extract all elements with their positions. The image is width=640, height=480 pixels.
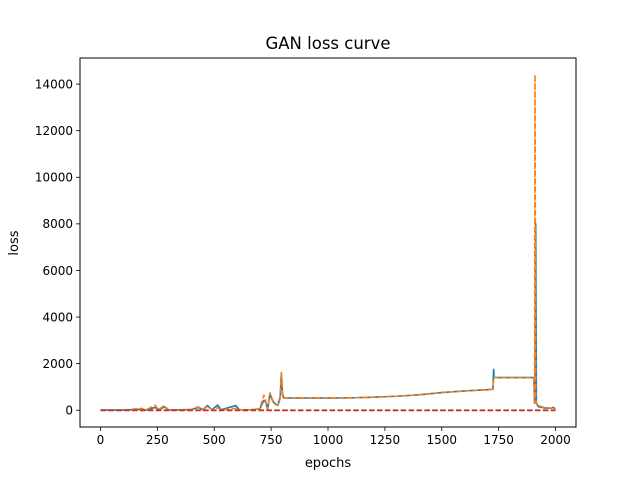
series-line-2 — [100, 73, 556, 411]
x-tick-label: 1250 — [370, 433, 401, 447]
x-tick-label: 750 — [260, 433, 283, 447]
x-tick-label: 250 — [146, 433, 169, 447]
x-tick-label: 0 — [97, 433, 105, 447]
plot-area — [100, 73, 556, 412]
x-tick-label: 1750 — [483, 433, 514, 447]
x-tick-label: 1000 — [313, 433, 344, 447]
y-axis: 0 2000 4000 6000 8000 10000 12000 14000 — [35, 77, 80, 418]
y-tick-label: 12000 — [35, 124, 73, 138]
y-tick-label: 6000 — [42, 264, 73, 278]
chart-title: GAN loss curve — [265, 34, 390, 53]
x-axis-label: epochs — [305, 456, 352, 471]
y-tick-label: 14000 — [35, 77, 73, 91]
plot-frame — [79, 57, 577, 428]
x-tick-label: 1500 — [426, 433, 457, 447]
x-tick-label: 2000 — [540, 433, 571, 447]
x-tick-label: 500 — [203, 433, 226, 447]
x-axis: 0 250 500 750 1000 1250 1500 1750 2000 — [97, 427, 571, 447]
y-tick-label: 4000 — [42, 310, 73, 324]
y-tick-label: 2000 — [42, 357, 73, 371]
y-axis-label: loss — [7, 230, 22, 255]
y-tick-label: 8000 — [42, 217, 73, 231]
y-tick-label: 10000 — [35, 171, 73, 185]
y-tick-label: 0 — [65, 404, 73, 418]
